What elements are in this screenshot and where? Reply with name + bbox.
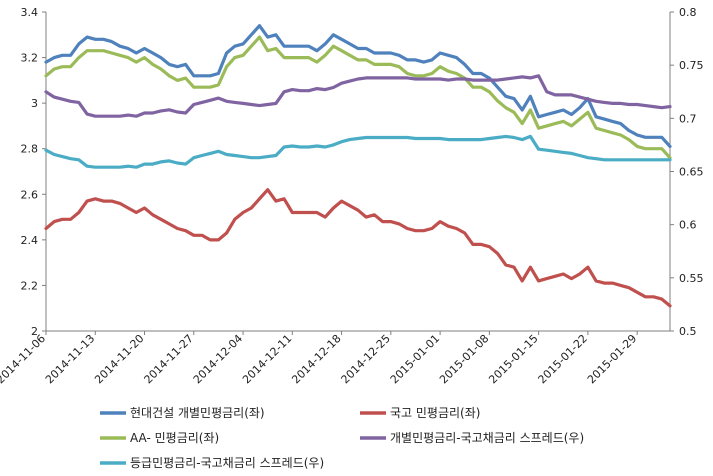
y-left-tick-label: 2.2 (21, 279, 39, 292)
legend: 현대건설 개별민평금리(좌) 국고 민평금리(좌) AA- 민평금리(좌) 개별민평금… (100, 406, 584, 470)
y-right-tick-label: 0.75 (679, 59, 704, 72)
x-tick-label: 2015-01-29 (585, 332, 639, 386)
y-left-tick-label: 2.4 (21, 234, 39, 247)
y-left-tick-label: 2.8 (21, 143, 39, 156)
series-line-3 (44, 35, 672, 160)
legend-label-2: 국고 민평금리(좌) (390, 406, 480, 420)
y-left-tick-label: 3 (31, 97, 38, 110)
x-tick-label: 2014-12-11 (240, 332, 294, 386)
y-right-tick-label: 0.65 (679, 166, 704, 179)
y-right-tick-label: 0.6 (679, 219, 697, 232)
series-layer (44, 24, 672, 308)
y-right-tick-label: 0.7 (679, 112, 697, 125)
x-tick-label: 2014-11-06 (0, 332, 48, 386)
axes: 2 2.2 2.4 2.6 2.8 3 3.2 3.4 0.5 0.55 0.6 0.65 0.7 0.7… (0, 6, 704, 386)
series-line-5 (44, 134, 672, 169)
series-line-1 (44, 24, 672, 148)
legend-label-3: AA- 민평금리(좌) (130, 431, 219, 445)
y-left-tick-label: 2 (31, 325, 38, 338)
x-tick-label: 2014-12-18 (289, 332, 343, 386)
x-tick-label: 2014-11-13 (43, 332, 97, 386)
y-right-tick-label: 0.55 (679, 272, 704, 285)
y-right-tick-label: 0.5 (679, 325, 697, 338)
legend-label-5: 등급민평금리-국고채금리 스프레드(우) (130, 456, 324, 470)
y-right-tick-label: 0.8 (679, 6, 697, 19)
series-line-4 (44, 74, 672, 118)
x-tick-label: 2014-11-20 (92, 332, 146, 386)
x-tick-label: 2014-12-25 (339, 332, 393, 386)
legend-label-4: 개별민평금리-국고채금리 스프레드(우) (390, 431, 584, 445)
x-tick-label: 2015-01-08 (437, 332, 491, 386)
y-left-tick-label: 2.6 (21, 188, 39, 201)
series-line-2 (44, 188, 672, 308)
y-left-tick-label: 3.4 (21, 6, 39, 19)
x-tick-label: 2015-01-15 (486, 332, 540, 386)
y-left-tick-label: 3.2 (21, 52, 39, 65)
legend-label-1: 현대건설 개별민평금리(좌) (130, 406, 265, 420)
x-tick-label: 2014-12-04 (191, 332, 245, 386)
x-tick-label: 2014-11-27 (142, 332, 196, 386)
x-tick-label: 2015-01-01 (388, 332, 442, 386)
x-tick-label: 2015-01-22 (536, 332, 590, 386)
